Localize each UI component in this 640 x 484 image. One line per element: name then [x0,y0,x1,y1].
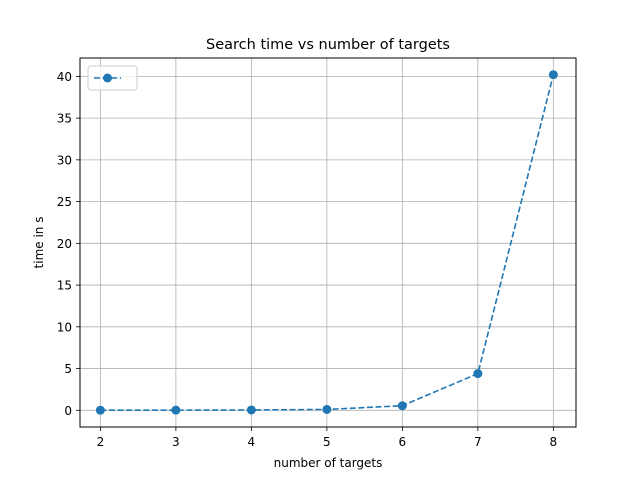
plot-frame [79,57,577,428]
legend [87,65,138,91]
chart-title: Search time vs number of targets [206,37,450,53]
data-point [548,70,558,80]
y-tick-label: 30 [57,153,72,167]
x-tick-label: 2 [97,435,105,449]
y-axis-label: time in s [32,217,46,269]
x-axis-label: number of targets [274,456,383,470]
y-tick-label: 10 [57,320,72,334]
data-point [171,405,181,415]
y-tick-label: 40 [57,70,72,84]
y-tick-label: 35 [57,112,72,126]
data-point [95,405,105,415]
y-tick-label: 5 [64,362,72,376]
series-layer [95,70,558,415]
data-point [473,369,483,379]
data-point [397,401,407,411]
x-axis: 2 3 4 5 6 7 8 [97,427,558,449]
x-tick-label: 7 [474,435,482,449]
x-tick-label: 5 [323,435,331,449]
x-tick-label: 4 [248,435,256,449]
y-tick-label: 15 [57,279,72,293]
y-tick-label: 20 [57,237,72,251]
x-tick-label: 3 [172,435,180,449]
legend-marker-swatch [103,73,112,83]
x-tick-label: 6 [399,435,407,449]
data-point [246,405,256,415]
y-axis: 0 5 10 15 20 25 30 35 40 [57,70,80,418]
y-tick-label: 0 [64,404,72,418]
y-tick-label: 25 [57,195,72,209]
x-tick-label: 8 [550,435,558,449]
data-point [322,404,332,414]
